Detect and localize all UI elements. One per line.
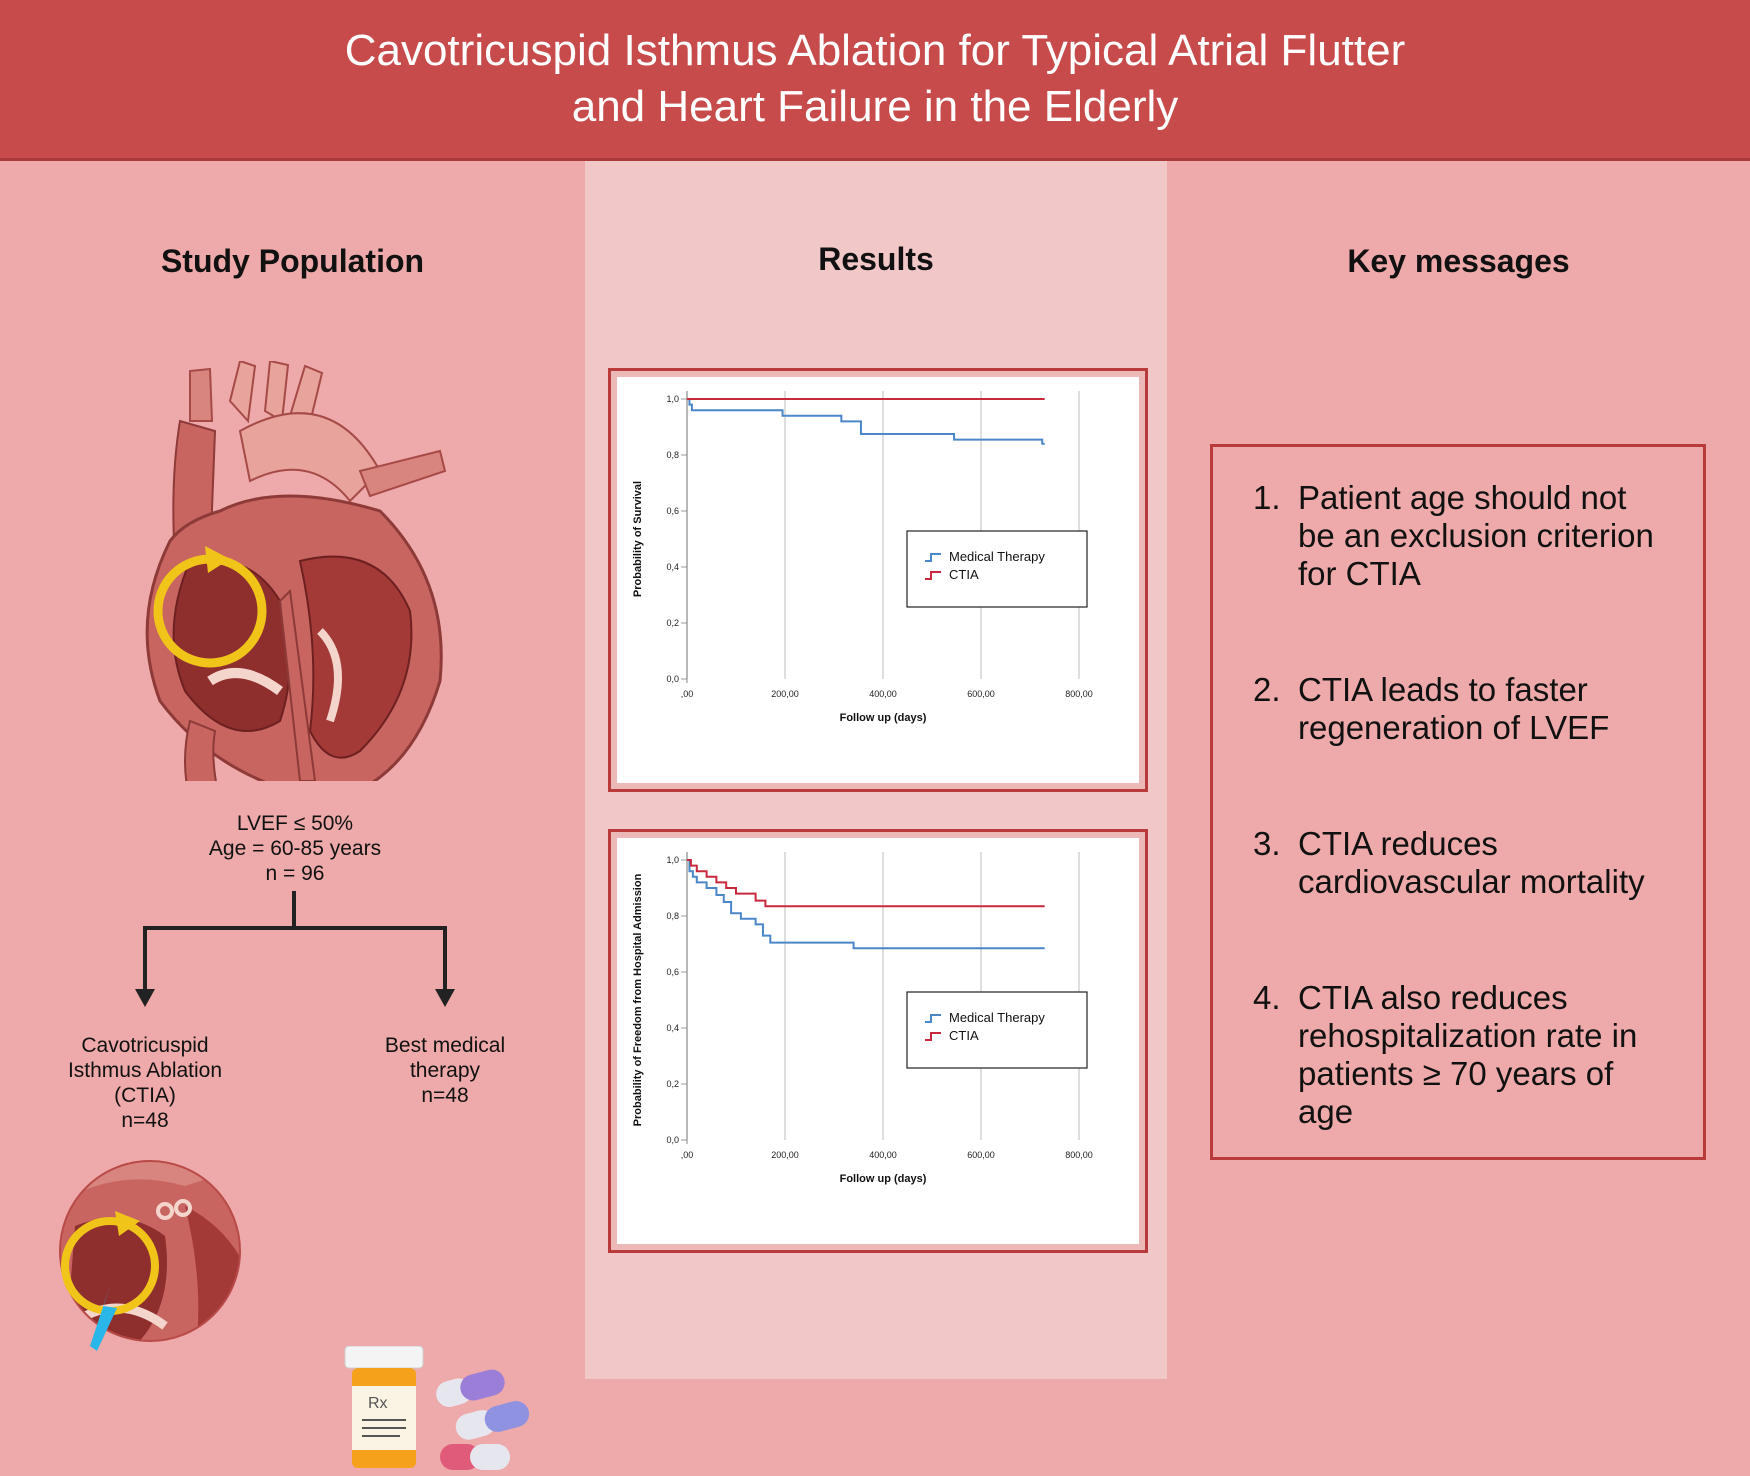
header-banner: Cavotricuspid Isthmus Ablation for Typic… bbox=[0, 0, 1750, 161]
key-messages-box: 1. Patient age should not be an exclusio… bbox=[1210, 444, 1706, 1160]
results-panel: Results ,00 200,00 400,00 600,00 800,00 0,0 0,… bbox=[585, 161, 1167, 1379]
key-message-3-number: 3. bbox=[1253, 825, 1281, 862]
x-tick-label: 400,00 bbox=[869, 1150, 897, 1160]
legend-label: CTIA bbox=[949, 1028, 979, 1043]
study-population-panel: Study Population LVEF ≤ 50% Age = 60-85 … bbox=[0, 161, 585, 1470]
legend-swatch bbox=[925, 1032, 941, 1041]
medical-label-line1: Best medical bbox=[384, 1034, 506, 1057]
x-tick-label: 400,00 bbox=[869, 689, 897, 699]
x-tick-label: 800,00 bbox=[1065, 689, 1093, 699]
medical-label-line2: therapy bbox=[409, 1059, 481, 1082]
y-tick-label: 0,8 bbox=[666, 911, 679, 921]
y-tick-label: 0,6 bbox=[666, 506, 679, 516]
x-tick-label: 200,00 bbox=[771, 1150, 799, 1160]
key-message-2-line2: regeneration of LVEF bbox=[1298, 709, 1610, 746]
page-title: Cavotricuspid Isthmus Ablation for Typic… bbox=[345, 23, 1406, 135]
survival-chart: ,00 200,00 400,00 600,00 800,00 0,0 0,2 0,4 0,6 0… bbox=[608, 368, 1148, 792]
y-axis-label: Probability of Survival bbox=[632, 481, 644, 597]
legend-label: CTIA bbox=[949, 567, 979, 582]
legend-label: Medical Therapy bbox=[949, 1010, 1045, 1025]
series-line-ctia bbox=[687, 859, 1045, 908]
x-axis-label: Follow up (days) bbox=[840, 1173, 927, 1185]
medical-label-n: n=48 bbox=[421, 1084, 469, 1107]
hospitalization-chart: ,00 200,00 400,00 600,00 800,00 0,0 0,2 0,4 0,6 0… bbox=[608, 829, 1148, 1253]
key-message-4-line2: rehospitalization rate in bbox=[1298, 1017, 1638, 1054]
legend-swatch bbox=[925, 553, 941, 562]
legend-swatch bbox=[925, 1014, 941, 1023]
x-axis-label: Follow up (days) bbox=[840, 712, 927, 724]
results-heading: Results bbox=[818, 241, 934, 277]
ctia-label-line2: Isthmus Ablation bbox=[67, 1059, 223, 1082]
arrow-right-head bbox=[435, 989, 455, 1007]
key-message-2-number: 2. bbox=[1253, 671, 1281, 708]
x-tick-label: 600,00 bbox=[967, 1150, 995, 1160]
key-message-3-line2: cardiovascular mortality bbox=[1298, 863, 1645, 900]
criterion-n: n = 96 bbox=[265, 862, 325, 885]
key-message-4-line3: patients ≥ 70 years of bbox=[1298, 1055, 1614, 1092]
ablation-heart-icon bbox=[59, 1160, 241, 1351]
legend-swatch bbox=[925, 571, 941, 580]
y-tick-label: 0,6 bbox=[666, 967, 679, 977]
y-tick-label: 0,2 bbox=[666, 1079, 679, 1089]
y-tick-label: 0,2 bbox=[666, 618, 679, 628]
ctia-label-line1: Cavotricuspid bbox=[81, 1034, 209, 1057]
y-tick-label: 0,0 bbox=[666, 1135, 679, 1145]
arrow-left-head bbox=[135, 989, 155, 1007]
x-tick-label: 600,00 bbox=[967, 689, 995, 699]
y-axis-label: Probability of Freedom from Hospital Adm… bbox=[632, 873, 644, 1126]
key-message-1-line3: for CTIA bbox=[1298, 555, 1421, 592]
key-message-3-line1: CTIA reduces bbox=[1298, 825, 1498, 862]
key-message-1-line1: Patient age should not bbox=[1298, 479, 1627, 516]
capsule-icon bbox=[436, 1369, 530, 1470]
branch-diagram bbox=[135, 891, 455, 1007]
y-tick-label: 1,0 bbox=[666, 394, 679, 404]
criterion-age: Age = 60-85 years bbox=[208, 837, 382, 860]
y-tick-label: 1,0 bbox=[666, 855, 679, 865]
key-messages-heading: Key messages bbox=[1347, 243, 1570, 279]
series-line-medical-therapy bbox=[687, 398, 1045, 445]
ctia-label-n: n=48 bbox=[121, 1109, 169, 1132]
criterion-lvef: LVEF ≤ 50% bbox=[236, 812, 354, 835]
legend-box bbox=[906, 991, 1088, 1069]
key-message-4-number: 4. bbox=[1253, 979, 1281, 1016]
y-tick-label: 0,4 bbox=[666, 562, 679, 572]
key-message-1-line2: be an exclusion criterion bbox=[1298, 517, 1654, 554]
medical-group-label: Best medical therapy n=48 bbox=[350, 1033, 540, 1108]
study-criteria: LVEF ≤ 50% Age = 60-85 years n = 96 bbox=[160, 811, 430, 886]
hospitalization-chart-svg: ,00 200,00 400,00 600,00 800,00 0,0 0,2 0,4 0,6 0… bbox=[632, 852, 1093, 1185]
legend-box bbox=[906, 530, 1088, 608]
y-tick-label: 0,0 bbox=[666, 674, 679, 684]
key-messages-panel: Key messages 1. Patient age should not b… bbox=[1167, 161, 1750, 1379]
x-tick-label: 200,00 bbox=[771, 689, 799, 699]
ctia-label-line3: (CTIA) bbox=[114, 1084, 176, 1107]
key-message-2-line1: CTIA leads to faster bbox=[1298, 671, 1588, 708]
key-message-4-line1: CTIA also reduces bbox=[1298, 979, 1568, 1016]
x-tick-label: ,00 bbox=[681, 689, 694, 699]
y-tick-label: 0,8 bbox=[666, 450, 679, 460]
key-message-1-number: 1. bbox=[1253, 479, 1281, 516]
title-line-1: Cavotricuspid Isthmus Ablation for Typic… bbox=[344, 26, 1406, 75]
pill-bottle-icon: Rx bbox=[344, 1346, 424, 1468]
title-line-2: and Heart Failure in the Elderly bbox=[571, 82, 1179, 131]
rx-label: Rx bbox=[368, 1395, 388, 1412]
survival-chart-svg: ,00 200,00 400,00 600,00 800,00 0,0 0,2 0,4 0,6 0… bbox=[632, 391, 1093, 724]
x-tick-label: ,00 bbox=[681, 1150, 694, 1160]
series-line-medical-therapy bbox=[687, 859, 1045, 950]
x-tick-label: 800,00 bbox=[1065, 1150, 1093, 1160]
ctia-group-label: Cavotricuspid Isthmus Ablation (CTIA) n=… bbox=[40, 1033, 250, 1133]
heart-icon bbox=[145, 361, 447, 781]
y-tick-label: 0,4 bbox=[666, 1023, 679, 1033]
legend-label: Medical Therapy bbox=[949, 549, 1045, 564]
study-population-heading: Study Population bbox=[160, 243, 425, 279]
key-message-4-line4: age bbox=[1298, 1093, 1354, 1130]
